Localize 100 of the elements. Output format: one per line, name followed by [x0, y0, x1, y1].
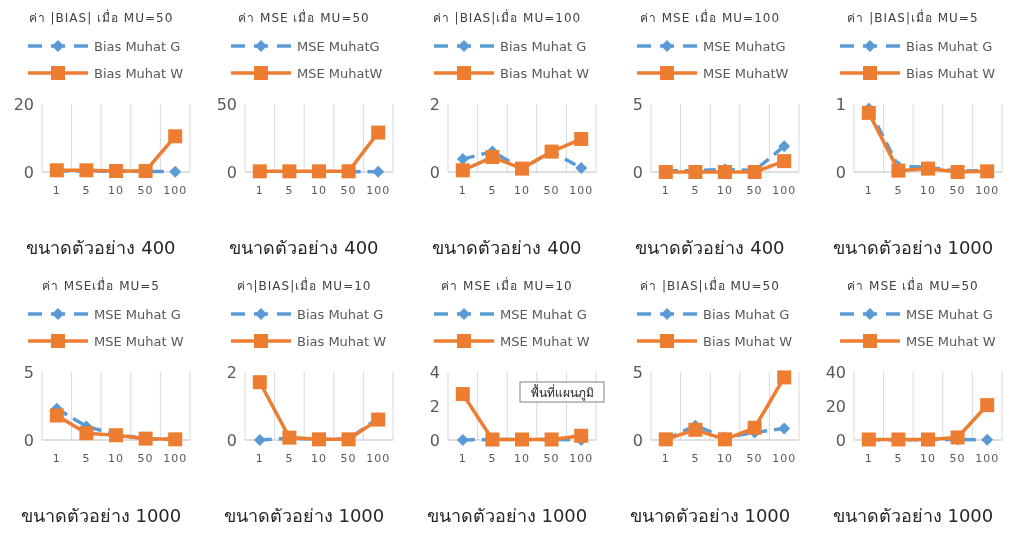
x-tick-label: 10 [108, 184, 124, 197]
x-axis-title: ขนาดตัวอย่าง 1000 [223, 505, 385, 526]
legend-label: Bias Muhat W [906, 66, 996, 81]
x-tick-label: 5 [82, 452, 91, 465]
x-tick-label: 10 [717, 452, 733, 465]
point [455, 163, 470, 178]
y-tick-label: 0 [429, 163, 440, 182]
legend-label: MSE MuhatW [297, 66, 383, 81]
x-tick-label: 10 [920, 452, 936, 465]
point [861, 105, 876, 120]
point [575, 161, 588, 174]
annotation: พื้นที่แผนภูมิ [530, 384, 594, 401]
x-axis-title: ขนาดตัวอย่าง 400 [229, 237, 379, 258]
y-tick-label: 0 [835, 163, 846, 182]
x-tick-label: 100 [163, 184, 188, 197]
point [485, 150, 500, 165]
x-tick-label: 5 [488, 452, 497, 465]
x-tick-label: 100 [366, 184, 391, 197]
legend-label: Bias Muhat G [906, 39, 993, 54]
x-tick-label: 5 [285, 452, 294, 465]
x-axis-title: ขนาดตัวอย่าง 1000 [426, 505, 588, 526]
point [371, 125, 386, 140]
x-tick-label: 50 [949, 452, 966, 465]
y-tick-label: 0 [23, 431, 34, 450]
point [49, 408, 64, 423]
y-tick-label: 0 [835, 431, 846, 450]
x-tick-label: 1 [864, 184, 873, 197]
x-tick-label: 10 [717, 184, 733, 197]
x-tick-label: 100 [569, 184, 594, 197]
x-tick-label: 50 [340, 184, 357, 197]
x-tick-label: 100 [975, 184, 1000, 197]
point [778, 140, 791, 153]
point [372, 165, 385, 178]
x-tick-label: 50 [340, 452, 357, 465]
x-axis-title: ขนาดตัวอย่าง 400 [432, 237, 582, 258]
x-tick-label: 50 [746, 452, 763, 465]
point [169, 165, 182, 178]
y-tick-label: 5 [632, 363, 643, 382]
point [456, 434, 469, 446]
y-tick-label: 5 [23, 363, 34, 382]
x-tick-label: 1 [458, 184, 467, 197]
chart-title: ค่า |BIAS|เมื่อ MU=5 [847, 9, 979, 25]
point [981, 433, 994, 446]
legend-label: MSE Muhat W [906, 334, 996, 349]
x-axis-title: ขนาดตัวอย่าง 1000 [20, 505, 182, 526]
point [312, 164, 326, 179]
legend-label: Bias Muhat W [94, 66, 184, 81]
legend-label: MSE Muhat G [94, 307, 181, 322]
legend-label: MSE Muhat G [906, 307, 993, 322]
x-tick-label: 5 [82, 184, 91, 197]
chart-title: ค่า MSE เมื่อ MU=50 [238, 9, 370, 25]
x-tick-label: 10 [311, 184, 327, 197]
x-tick-label: 1 [52, 184, 61, 197]
x-axis-title: ขนาดตัวอย่าง 400 [635, 237, 785, 258]
chart-title: ค่า|BIAS|เมื่อ MU=10 [236, 277, 372, 293]
legend-label: Bias Muhat W [703, 334, 793, 349]
x-tick-label: 100 [366, 452, 391, 465]
chart-title: ค่า |BIAS|เมื่อ MU=50 [640, 277, 780, 293]
legend-label: Bias Muhat G [94, 39, 181, 54]
x-tick-label: 1 [52, 452, 61, 465]
point [777, 370, 792, 385]
y-tick-label: 5 [632, 95, 643, 114]
x-tick-label: 10 [514, 184, 530, 197]
x-axis-title: ขนาดตัวอย่าง 400 [26, 237, 176, 258]
point [777, 154, 792, 169]
point [688, 422, 703, 437]
x-tick-label: 50 [543, 452, 560, 465]
x-tick-label: 100 [163, 452, 188, 465]
x-tick-label: 50 [543, 184, 560, 197]
x-tick-label: 5 [488, 184, 497, 197]
y-tick-label: 0 [632, 163, 643, 182]
x-axis-title: ขนาดตัวอย่าง 1000 [832, 237, 994, 258]
x-tick-label: 10 [514, 452, 530, 465]
x-tick-label: 100 [569, 452, 594, 465]
x-tick-label: 100 [772, 452, 797, 465]
chart-title: ค่า |BIAS|เมื่อ MU=100 [432, 9, 582, 25]
x-tick-label: 5 [894, 184, 903, 197]
x-tick-label: 5 [894, 452, 903, 465]
x-tick-label: 1 [458, 452, 467, 465]
legend-label: MSE Muhat W [500, 334, 590, 349]
x-tick-label: 50 [137, 452, 154, 465]
x-tick-label: 10 [108, 452, 124, 465]
point [574, 428, 589, 443]
legend-label: MSE Muhat G [500, 307, 587, 322]
legend-label: Bias Muhat G [297, 307, 384, 322]
x-axis-title: ขนาดตัวอย่าง 1000 [832, 505, 994, 526]
y-tick-label: 50 [216, 95, 237, 114]
x-axis-title: ขนาดตัวอย่าง 1000 [629, 505, 791, 526]
legend-label: Bias Muhat W [297, 334, 387, 349]
point [252, 375, 267, 390]
point [891, 163, 906, 178]
x-tick-label: 1 [255, 452, 264, 465]
legend-label: MSE MuhatW [703, 66, 789, 81]
y-tick-label: 20 [13, 95, 34, 114]
chart-title: ค่า MSE เมื่อ MU=100 [639, 9, 781, 25]
y-tick-label: 0 [632, 431, 643, 450]
x-tick-label: 10 [311, 452, 327, 465]
x-tick-label: 1 [661, 184, 670, 197]
y-tick-label: 0 [226, 431, 237, 450]
x-tick-label: 1 [255, 184, 264, 197]
